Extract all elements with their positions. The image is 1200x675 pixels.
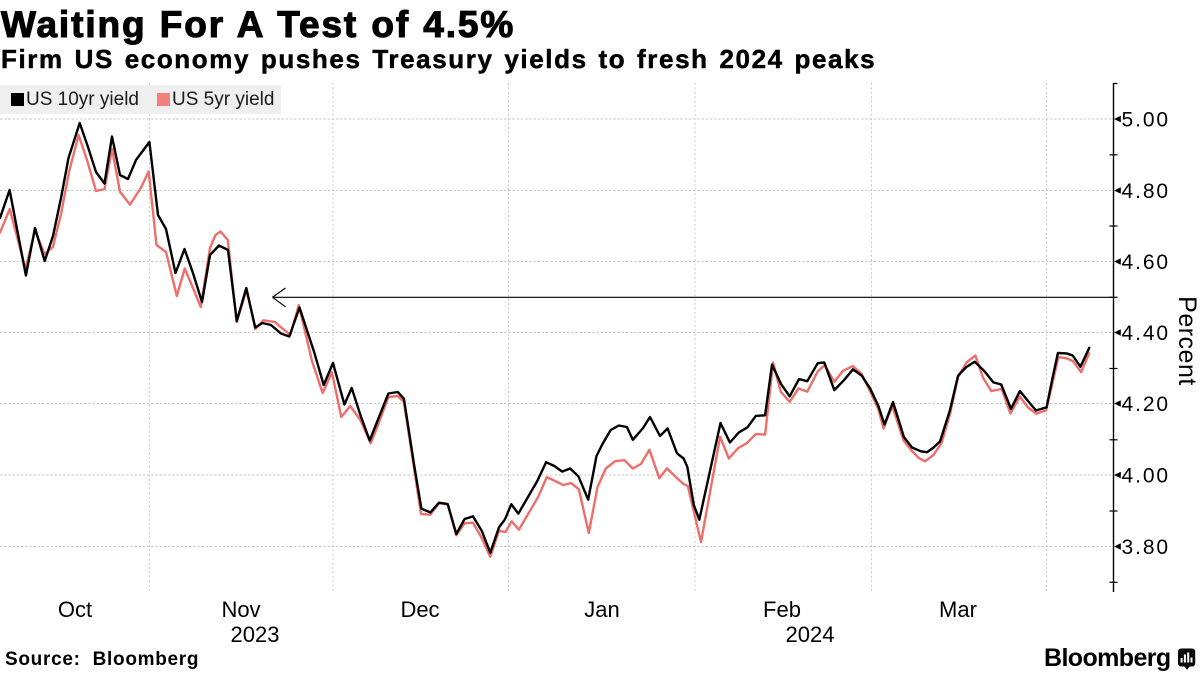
svg-text:2023: 2023 bbox=[231, 622, 280, 647]
svg-text:Dec: Dec bbox=[400, 597, 439, 622]
svg-text:Jan: Jan bbox=[584, 597, 619, 622]
svg-text:4.40: 4.40 bbox=[1122, 322, 1170, 345]
svg-text:Nov: Nov bbox=[221, 597, 260, 622]
svg-text:2024: 2024 bbox=[786, 622, 835, 647]
svg-text:Mar: Mar bbox=[939, 597, 977, 622]
svg-text:Percent: Percent bbox=[1173, 296, 1200, 386]
svg-text:5.00: 5.00 bbox=[1122, 109, 1170, 132]
svg-text:4.60: 4.60 bbox=[1122, 251, 1170, 274]
svg-text:4.80: 4.80 bbox=[1122, 180, 1170, 203]
svg-text:3.80: 3.80 bbox=[1122, 536, 1170, 559]
svg-text:Oct: Oct bbox=[58, 597, 92, 622]
svg-text:Feb: Feb bbox=[763, 597, 801, 622]
svg-text:4.00: 4.00 bbox=[1122, 465, 1170, 488]
svg-text:4.20: 4.20 bbox=[1122, 393, 1170, 416]
